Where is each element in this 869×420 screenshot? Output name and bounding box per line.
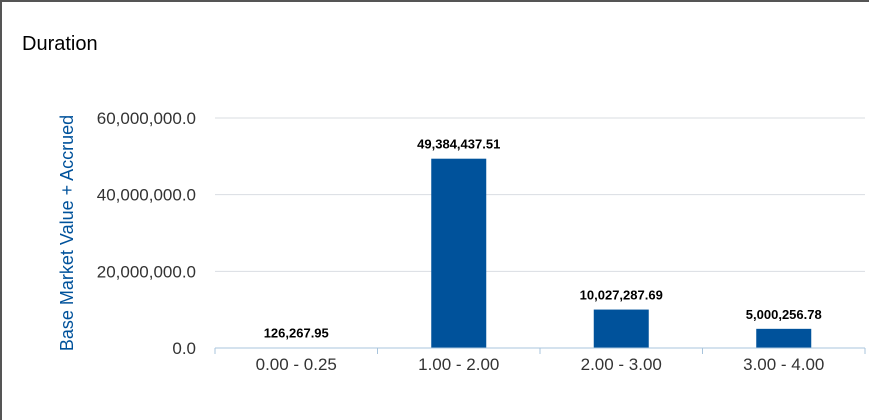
y-tick-label: 20,000,000.0	[97, 262, 196, 281]
value-labels: 126,267.95 49,384,437.51 10,027,287.69 5,00…	[264, 137, 822, 341]
data-label: 10,027,287.69	[580, 288, 663, 303]
bar[interactable]	[756, 328, 812, 348]
bars	[268, 158, 812, 348]
grid-lines	[215, 117, 865, 272]
y-axis-title: Base Market Value + Accrued	[57, 115, 77, 351]
bar[interactable]	[593, 309, 649, 348]
y-tick-label: 60,000,000.0	[97, 109, 196, 128]
x-tick-label: 0.00 - 0.25	[256, 355, 337, 374]
x-tick-label: 3.00 - 4.00	[743, 355, 824, 374]
bar[interactable]	[431, 158, 487, 348]
data-label: 126,267.95	[264, 326, 329, 341]
chart-title: Duration	[22, 33, 98, 55]
x-tick-label: 1.00 - 2.00	[418, 355, 499, 374]
x-tick-label: 2.00 - 3.00	[581, 355, 662, 374]
y-tick-label: 0.0	[172, 339, 196, 358]
data-label: 5,000,256.78	[746, 307, 822, 322]
y-tick-label: 40,000,000.0	[97, 186, 196, 205]
axes: 0.0 20,000,000.0 40,000,000.0 60,000,000.0 0…	[97, 109, 866, 374]
data-label: 49,384,437.51	[417, 137, 500, 152]
